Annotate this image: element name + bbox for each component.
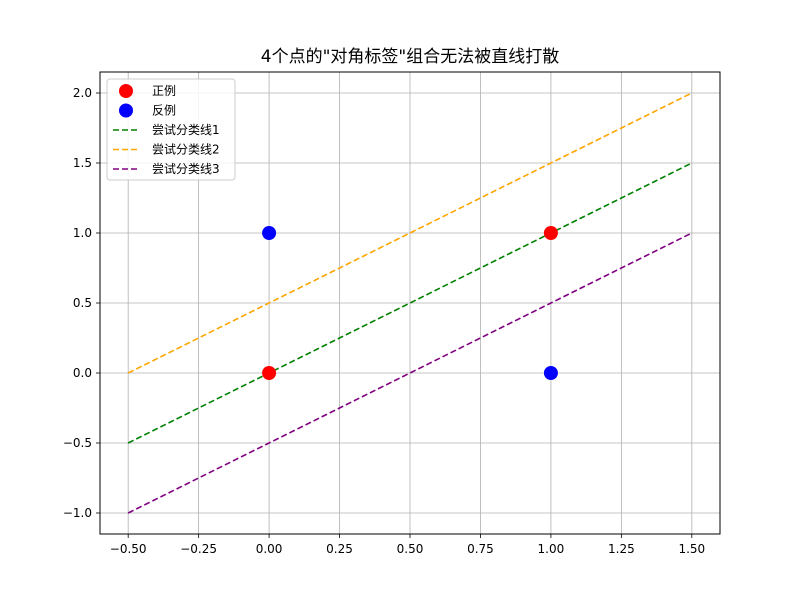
y-tick-label: 0.0	[73, 366, 92, 380]
legend-label: 反例	[152, 104, 176, 118]
x-tick-label: 0.50	[397, 542, 424, 556]
axis-ticks: −0.50 −0.25 0.00 0.25 0.50 0.75 1.00 1.25 1.50 −1…	[63, 86, 705, 556]
y-tick-label: −0.5	[63, 436, 92, 450]
series-lines	[127, 92, 693, 514]
x-tick-label: 0.00	[256, 542, 283, 556]
legend-marker	[119, 84, 133, 98]
x-tick-label: 0.25	[326, 542, 353, 556]
series-points	[262, 226, 558, 380]
legend-label: 尝试分类线2	[152, 142, 220, 157]
y-tick-label: 2.0	[73, 86, 92, 100]
negative-point	[262, 226, 277, 240]
y-tick-label: 1.5	[73, 156, 92, 170]
y-tick-label: 1.0	[73, 226, 92, 240]
x-tick-label: 1.50	[678, 542, 705, 556]
x-tick-label: 0.75	[467, 542, 494, 556]
x-tick-label: −0.50	[110, 542, 147, 556]
y-tick-label: 0.5	[73, 296, 92, 310]
legend-label: 正例	[152, 84, 176, 98]
legend-label: 尝试分类线1	[152, 122, 220, 137]
classifier-line-2	[127, 92, 693, 374]
legend-label: 尝试分类线3	[152, 161, 220, 176]
x-tick-label: −0.25	[180, 542, 217, 556]
positive-point	[262, 366, 277, 380]
chart-title: 4个点的"对角标签"组合无法被直线打散	[261, 47, 559, 67]
negative-point	[543, 366, 558, 380]
legend-marker	[119, 103, 133, 118]
legend-box	[106, 78, 236, 181]
positive-point	[543, 226, 558, 240]
grid	[100, 72, 720, 534]
classifier-line-1	[127, 162, 693, 444]
classifier-line-3	[127, 232, 693, 514]
x-tick-label: 1.00	[538, 542, 565, 556]
y-tick-label: −1.0	[63, 506, 92, 520]
x-tick-label: 1.25	[608, 542, 635, 556]
